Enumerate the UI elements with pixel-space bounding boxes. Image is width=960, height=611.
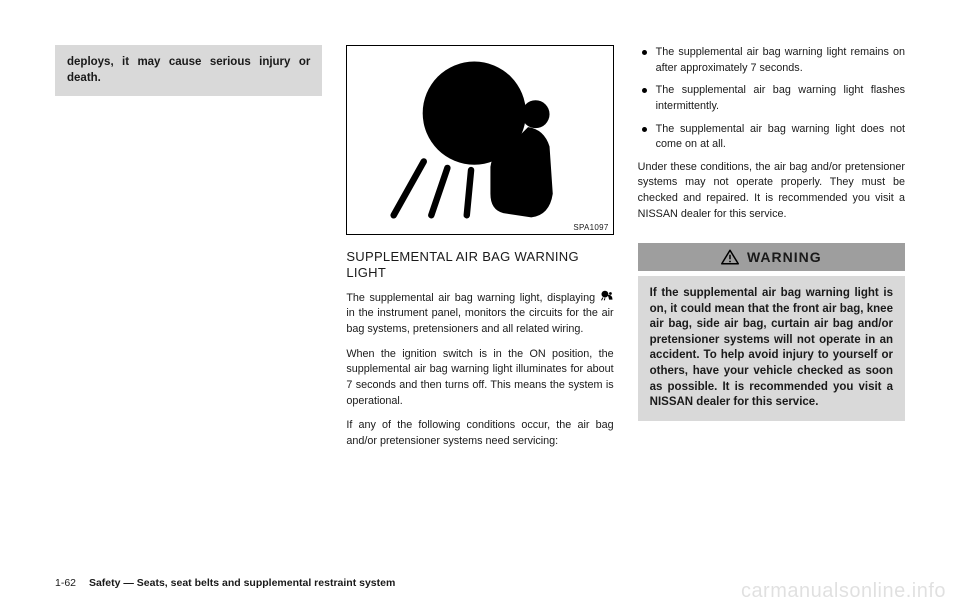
page-footer: 1-62 Safety — Seats, seat belts and supp…: [55, 577, 395, 589]
paragraph-3: If any of the following conditions occur…: [346, 418, 613, 449]
page-number: 1-62: [55, 577, 76, 589]
paragraph-2: When the ignition switch is in the ON po…: [346, 347, 613, 410]
deploy-warning-text: deploys, it may cause serious injury or …: [67, 56, 310, 84]
paragraph-1: The supplemental air bag warning light, …: [346, 290, 613, 338]
warning-label: WARNING: [747, 249, 822, 265]
section-name: Safety — Seats, seat belts and supplemen…: [89, 577, 395, 589]
warning-body-text: If the supplemental air bag warning ligh…: [650, 287, 893, 408]
section-title: SUPPLEMENTAL AIR BAG WARNING LIGHT: [346, 249, 613, 282]
list-item: The supplemental air bag warning light r…: [638, 45, 905, 76]
page-columns: deploys, it may cause serious injury or …: [55, 45, 905, 565]
bullet-text: The supplemental air bag warning light f…: [656, 84, 905, 112]
bullet-text: The supplemental air bag warning light d…: [656, 123, 905, 151]
condition-list: The supplemental air bag warning light r…: [638, 45, 905, 160]
deploy-warning-box: deploys, it may cause serious injury or …: [55, 45, 322, 96]
airbag-illustration: [355, 54, 604, 226]
p1-part-a: The supplemental air bag warning light, …: [346, 292, 599, 304]
airbag-figure: SPA1097: [346, 45, 613, 235]
p1-part-b: in the instrument panel, monitors the ci…: [346, 307, 613, 335]
figure-id: SPA1097: [573, 223, 608, 232]
warning-header: WARNING: [638, 243, 905, 271]
airbag-inline-icon: [600, 290, 614, 307]
column-1: deploys, it may cause serious injury or …: [55, 45, 322, 565]
watermark: carmanualsonline.info: [741, 580, 946, 603]
under-conditions-text: Under these conditions, the air bag and/…: [638, 160, 905, 223]
column-3: The supplemental air bag warning light r…: [638, 45, 905, 565]
list-item: The supplemental air bag warning light f…: [638, 83, 905, 114]
bullet-text: The supplemental air bag warning light r…: [656, 46, 905, 74]
column-2: SPA1097 SUPPLEMENTAL AIR BAG WARNING LIG…: [346, 45, 613, 565]
warning-triangle-icon: [721, 249, 739, 265]
list-item: The supplemental air bag warning light d…: [638, 122, 905, 153]
warning-body-box: If the supplemental air bag warning ligh…: [638, 276, 905, 420]
